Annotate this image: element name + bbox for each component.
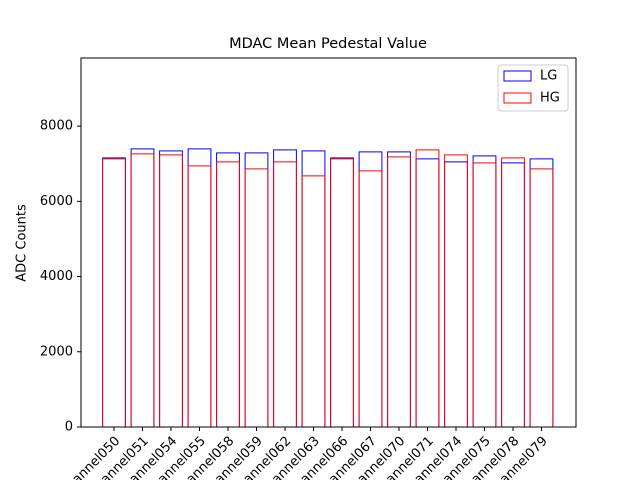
y-tick-label: 8000 <box>40 119 73 134</box>
y-tick-label: 6000 <box>40 194 73 209</box>
y-tick-label: 4000 <box>40 269 73 284</box>
y-tick-label: 0 <box>65 420 73 435</box>
legend-box <box>497 64 569 112</box>
plot-frame <box>80 57 577 428</box>
chart-title: MDAC Mean Pedestal Value <box>229 36 427 52</box>
legend-label: HG <box>540 91 560 106</box>
y-tick-label: 2000 <box>40 344 73 359</box>
y-axis-label: ADC Counts <box>15 204 30 282</box>
legend-swatch <box>503 70 532 82</box>
legend-swatch <box>503 92 532 104</box>
legend-label: LG <box>540 69 557 84</box>
